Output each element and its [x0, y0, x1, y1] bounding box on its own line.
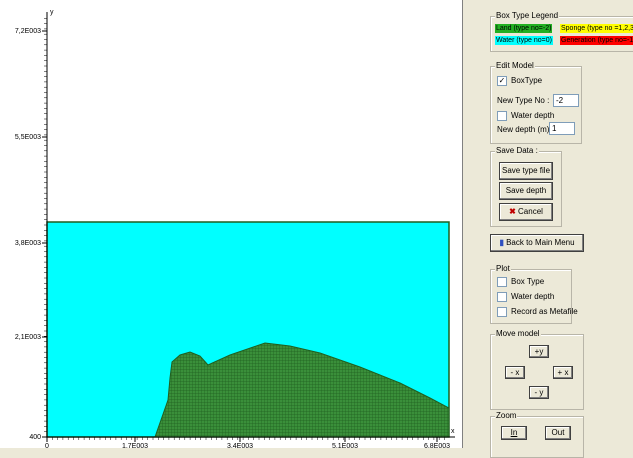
- x-axis-label: x: [451, 428, 455, 435]
- legend-land: Land (type no=-2): [495, 24, 553, 33]
- group-title: Edit Model: [495, 61, 535, 70]
- zoom-in-button[interactable]: In: [501, 426, 527, 440]
- save-data-group: Save Data : Save type file Save depth fi…: [490, 146, 562, 227]
- zoom-out-button[interactable]: Out: [545, 426, 571, 440]
- checkbox-label: Water depth: [511, 292, 555, 301]
- legend-water: Water (type no=0): [495, 36, 553, 45]
- x-tick-label: 0: [45, 443, 49, 448]
- back-button[interactable]: ▮ Back to Main Menu: [490, 234, 584, 252]
- y-tick-label: 7,2E003: [15, 28, 41, 35]
- move-right-button[interactable]: + x: [553, 366, 573, 379]
- move-model-group: Move model +y - x + x - y: [490, 329, 584, 410]
- button-label: Back to Main Menu: [506, 238, 575, 247]
- checkbox-label: Box Type: [511, 277, 545, 286]
- group-title: Save Data :: [495, 146, 539, 155]
- checkbox[interactable]: [497, 111, 507, 121]
- y-tick-label: 3,8E003: [15, 240, 41, 247]
- divider: [462, 0, 463, 448]
- group-title: Plot: [495, 264, 511, 273]
- checkbox-label: BoxType: [511, 76, 543, 85]
- back-icon: ▮: [499, 238, 504, 247]
- legend-sponge: Sponge (type no =1,2,3: [560, 24, 633, 33]
- move-down-button[interactable]: - y: [529, 386, 549, 399]
- x-tick-label: 5,1E003: [332, 443, 358, 448]
- move-left-button[interactable]: - x: [505, 366, 525, 379]
- checkbox[interactable]: [497, 292, 507, 302]
- field-label: New depth (m): [497, 125, 550, 134]
- land-region: [154, 342, 450, 438]
- group-title: Zoom: [495, 411, 518, 420]
- cancel-button[interactable]: ✖ Cancel: [499, 203, 553, 221]
- plot-area: 7,2E003 5,5E003 3,8E003 2,1E003 400 0 1,7E003 3…: [0, 0, 462, 448]
- text-input[interactable]: -2: [553, 94, 579, 107]
- checkbox-label: Record as Metafile: [511, 307, 578, 316]
- y-tick-label: 2,1E003: [15, 334, 41, 341]
- save-type-button[interactable]: Save type file: [499, 162, 553, 180]
- cancel-icon: ✖: [509, 207, 516, 216]
- zoom-group: Zoom In Out: [490, 411, 584, 458]
- text-input[interactable]: 1: [549, 122, 575, 135]
- checkbox-label: Water depth: [511, 111, 555, 120]
- y-tick-label: 400: [29, 434, 41, 441]
- save-depth-button[interactable]: Save depth file: [499, 182, 553, 211]
- move-up-button[interactable]: +y: [529, 345, 549, 358]
- button-label: Cancel: [518, 207, 543, 216]
- checkbox[interactable]: [497, 277, 507, 287]
- checkbox[interactable]: ✓: [497, 76, 507, 86]
- legend-group: Box Type Legend Land (type no=-2) Sponge…: [490, 11, 633, 52]
- field-label: New Type No :: [497, 96, 550, 105]
- group-title: Box Type Legend: [495, 11, 560, 20]
- x-tick-label: 6,8E003: [424, 443, 450, 448]
- plot-options-group: Plot Box Type Water depth Record as Meta…: [490, 264, 578, 324]
- x-tick-label: 1,7E003: [122, 443, 148, 448]
- checkbox[interactable]: [497, 307, 507, 317]
- y-axis-label: y: [50, 9, 54, 16]
- y-tick-label: 5,5E003: [15, 134, 41, 141]
- x-tick-label: 3,4E003: [227, 443, 253, 448]
- group-title: Move model: [495, 329, 541, 338]
- legend-generation: Generation (type no=-1): [560, 36, 633, 45]
- edit-model-group: Edit Model ✓ BoxType New Type No : -2 Wa…: [490, 61, 582, 144]
